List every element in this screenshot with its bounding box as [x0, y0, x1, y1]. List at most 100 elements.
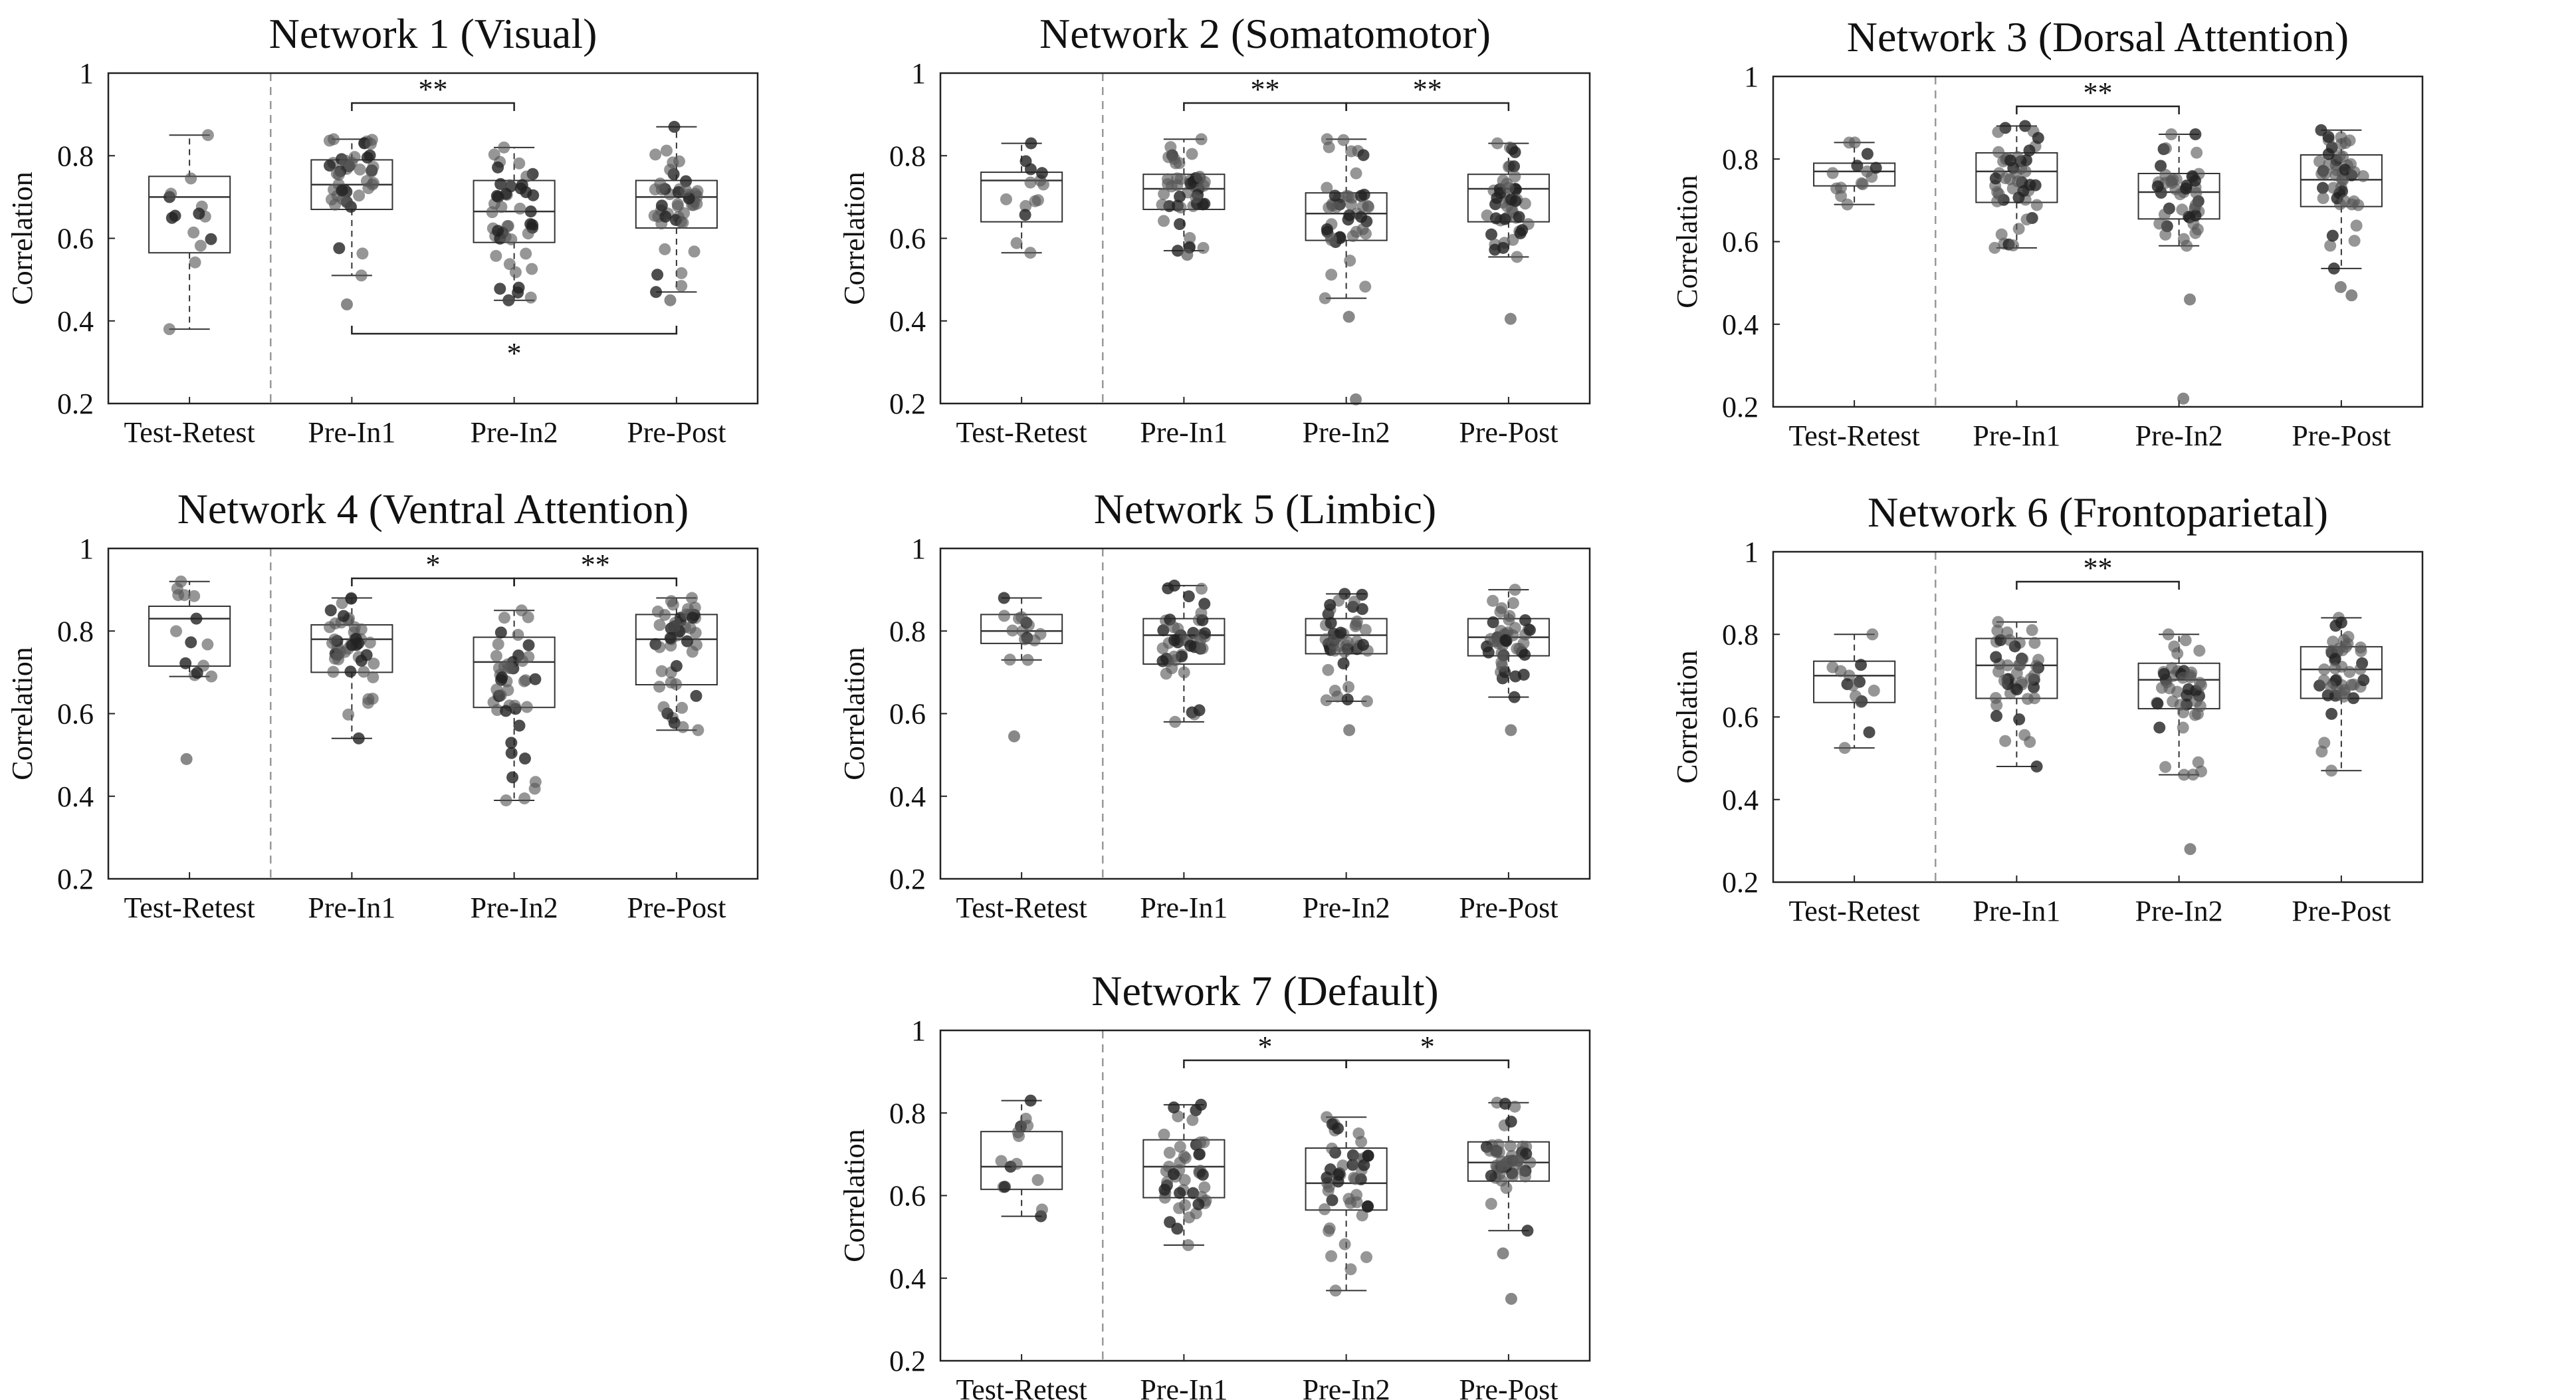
data-point	[681, 635, 693, 647]
y-axis-label: Correlation	[1671, 175, 1703, 308]
data-point	[1158, 1183, 1171, 1196]
data-point	[2343, 134, 2356, 147]
data-point	[649, 148, 662, 161]
data-point	[2155, 160, 2167, 172]
data-point	[1834, 665, 1847, 677]
data-point	[1503, 610, 1516, 622]
box-pre-in2	[473, 604, 556, 806]
data-point	[1169, 715, 1182, 728]
data-point	[1342, 213, 1354, 226]
data-point	[1499, 213, 1511, 225]
box-pre-in1	[1142, 1098, 1226, 1252]
data-point	[364, 138, 377, 150]
data-point	[1198, 598, 1211, 610]
data-point	[690, 689, 702, 702]
data-point	[1360, 1251, 1373, 1264]
outlier-point	[1505, 1292, 1517, 1305]
data-point	[336, 184, 348, 197]
box-pre-post	[2300, 612, 2383, 777]
data-point	[2339, 164, 2351, 176]
data-point	[1325, 269, 1338, 281]
data-point	[1325, 234, 1338, 247]
data-point	[500, 187, 512, 200]
box-pre-post	[635, 592, 718, 737]
data-point	[673, 155, 686, 168]
data-point	[2325, 681, 2337, 693]
data-point	[1989, 172, 2002, 185]
data-point	[364, 636, 376, 649]
data-point	[1168, 634, 1181, 647]
data-point	[1341, 693, 1354, 706]
data-point	[2032, 132, 2044, 144]
x-tick-label: Pre-Post	[627, 891, 726, 924]
data-point	[667, 598, 679, 611]
data-point	[323, 134, 336, 147]
data-point	[2021, 693, 2034, 705]
data-point	[518, 753, 531, 765]
data-point	[1004, 653, 1016, 666]
data-point	[2187, 768, 2199, 781]
data-point	[516, 655, 529, 667]
data-point	[2327, 181, 2339, 194]
data-point	[1326, 1118, 1339, 1131]
data-point	[2013, 713, 2026, 726]
data-point	[1321, 223, 1333, 235]
data-point	[1487, 594, 1499, 607]
data-point	[1326, 1142, 1339, 1155]
data-point	[2028, 637, 2041, 649]
data-point	[1024, 1094, 1037, 1107]
data-point	[657, 701, 670, 713]
data-point	[205, 233, 217, 245]
data-point	[2010, 168, 2022, 180]
data-point	[355, 269, 368, 282]
data-point	[367, 160, 379, 173]
y-tick-label: 0.2	[1722, 391, 1759, 423]
data-point	[490, 249, 502, 262]
significance-bracket: *	[351, 548, 515, 586]
data-point	[676, 701, 689, 714]
data-point	[2338, 195, 2351, 207]
data-point	[337, 610, 350, 622]
data-point	[520, 186, 532, 199]
data-point	[2189, 227, 2202, 239]
bracket-line	[1345, 1059, 1510, 1068]
y-tick-label: 0.4	[1722, 784, 1759, 816]
data-point	[201, 129, 214, 142]
data-point	[1186, 1113, 1199, 1126]
data-point	[494, 283, 506, 295]
data-point	[1866, 628, 1879, 641]
iqr-box	[1142, 1139, 1226, 1199]
data-point	[2153, 721, 2166, 734]
outlier-point	[502, 294, 515, 306]
significance-label: *	[507, 337, 522, 370]
data-point	[1322, 1185, 1335, 1197]
outlier-point	[1350, 393, 1362, 406]
data-point	[655, 199, 668, 212]
data-point	[1335, 626, 1347, 639]
y-tick-label: 0.2	[889, 1345, 926, 1377]
x-tick-label: Pre-In2	[471, 416, 558, 449]
data-point	[1851, 160, 1864, 172]
data-point	[2337, 150, 2349, 163]
x-tick-label: Pre-In1	[1140, 891, 1228, 924]
data-point	[1357, 639, 1370, 651]
iqr-box	[1142, 618, 1226, 665]
data-point	[346, 639, 358, 651]
significance-bracket: *	[1345, 1030, 1510, 1068]
data-point	[498, 612, 510, 624]
data-point	[1337, 1159, 1349, 1172]
data-point	[1190, 191, 1202, 203]
data-point	[190, 612, 203, 625]
data-point	[1164, 141, 1177, 154]
panel-6: Network 6 (Frontoparietal) Correlation 0.2…	[1671, 489, 2424, 927]
data-point	[205, 670, 218, 683]
bracket-line	[1345, 102, 1510, 111]
plot-frame	[939, 1029, 1591, 1362]
data-point	[520, 247, 532, 260]
x-tick-label: Pre-Post	[1459, 1373, 1558, 1400]
data-point	[185, 636, 197, 649]
data-point	[494, 626, 507, 639]
data-point	[2194, 677, 2206, 689]
x-tick-label: Pre-Post	[2292, 419, 2391, 452]
significance-label: **	[2084, 552, 2113, 584]
